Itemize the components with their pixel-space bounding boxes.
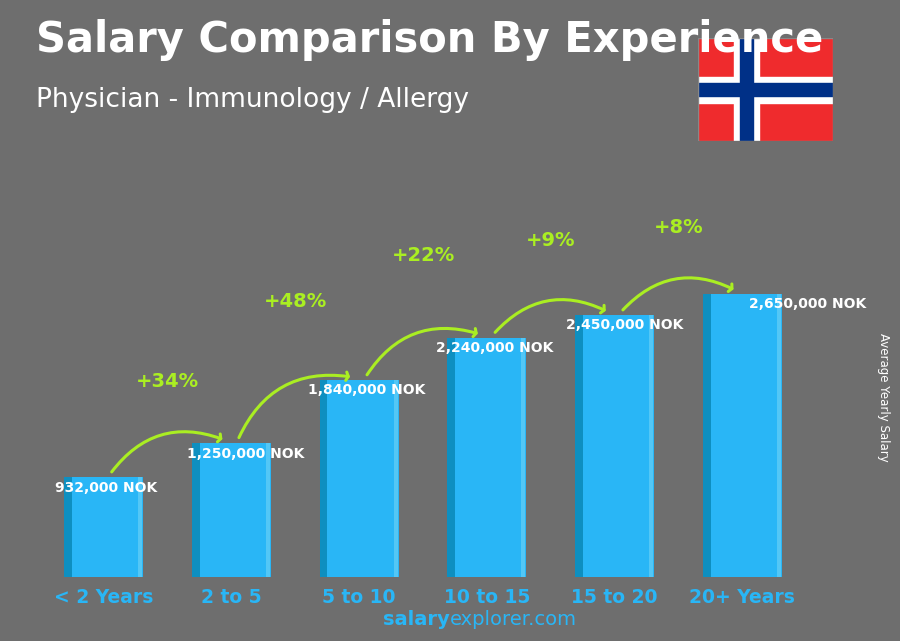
- Bar: [320, 380, 328, 577]
- Bar: [703, 294, 782, 577]
- Bar: [447, 338, 526, 577]
- Text: 2,450,000 NOK: 2,450,000 NOK: [566, 319, 683, 332]
- Bar: [777, 294, 781, 577]
- Bar: [649, 315, 653, 577]
- Text: 1,840,000 NOK: 1,840,000 NOK: [308, 383, 426, 397]
- Text: +48%: +48%: [264, 292, 327, 312]
- Bar: [266, 444, 270, 577]
- Bar: [64, 478, 72, 577]
- Bar: [521, 338, 526, 577]
- Text: 1,250,000 NOK: 1,250,000 NOK: [186, 447, 304, 460]
- Bar: [64, 478, 143, 577]
- Bar: [192, 444, 271, 577]
- Text: +22%: +22%: [392, 246, 454, 265]
- Bar: [447, 338, 455, 577]
- Bar: [575, 315, 654, 577]
- Bar: [138, 478, 142, 577]
- Bar: [698, 77, 832, 103]
- Text: explorer.com: explorer.com: [450, 610, 577, 629]
- Bar: [575, 315, 583, 577]
- Bar: [320, 380, 399, 577]
- Text: Salary Comparison By Experience: Salary Comparison By Experience: [36, 19, 824, 62]
- Text: +34%: +34%: [136, 372, 199, 390]
- Bar: [393, 380, 398, 577]
- Text: Physician - Immunology / Allergy: Physician - Immunology / Allergy: [36, 87, 469, 113]
- Bar: [741, 38, 752, 141]
- Text: salary: salary: [383, 610, 450, 629]
- Text: Average Yearly Salary: Average Yearly Salary: [878, 333, 890, 462]
- Bar: [703, 294, 711, 577]
- Bar: [192, 444, 200, 577]
- Bar: [698, 83, 832, 96]
- Text: 2,240,000 NOK: 2,240,000 NOK: [436, 341, 554, 354]
- Text: +8%: +8%: [653, 218, 703, 237]
- Text: 932,000 NOK: 932,000 NOK: [55, 481, 158, 494]
- Text: +9%: +9%: [526, 231, 575, 250]
- Text: 2,650,000 NOK: 2,650,000 NOK: [749, 297, 866, 311]
- Bar: [734, 38, 759, 141]
